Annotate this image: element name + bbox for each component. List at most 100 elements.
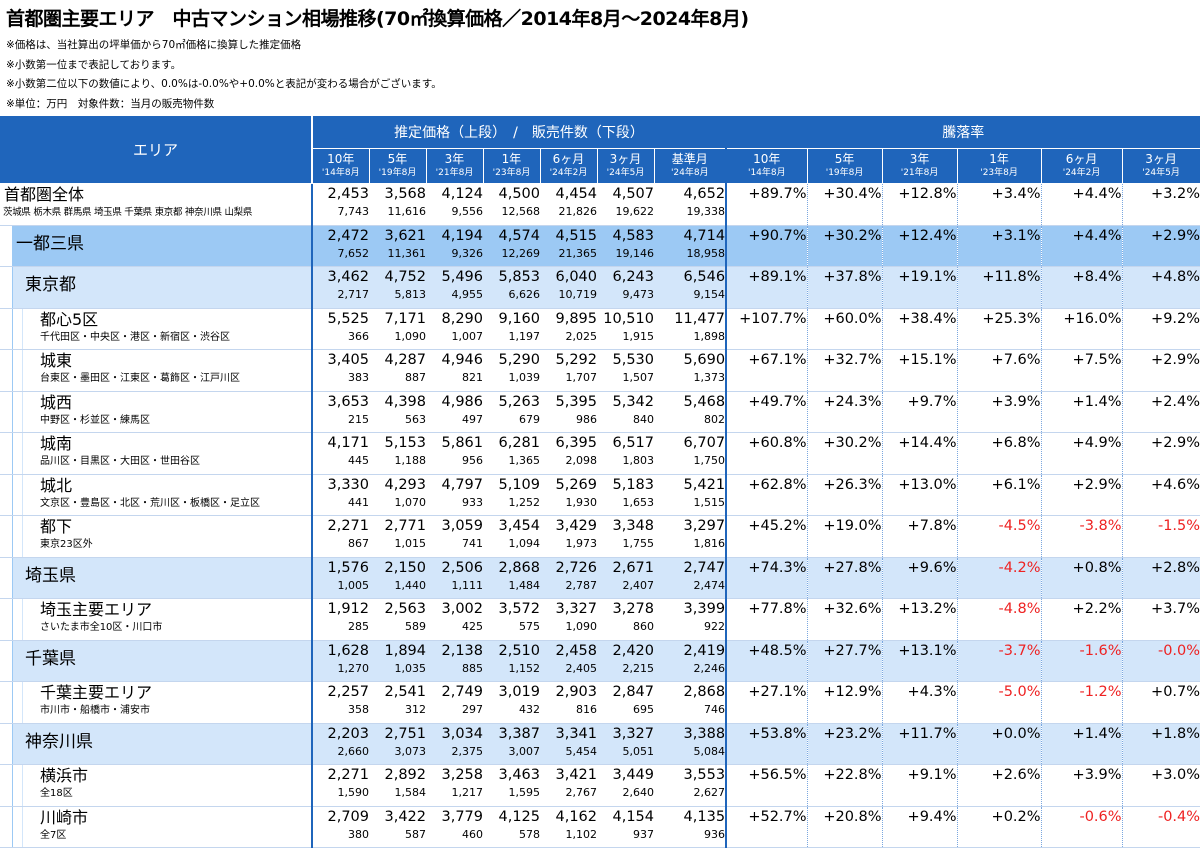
estimated-price: 7,171 bbox=[384, 310, 426, 327]
change-rate-cell: +13.1% bbox=[882, 640, 958, 682]
listing-count: 1,803 bbox=[622, 454, 655, 467]
price-cell: 3,405 383 bbox=[312, 349, 369, 391]
estimated-price: 3,405 bbox=[327, 352, 369, 368]
listing-count: 1,507 bbox=[622, 371, 655, 384]
listing-count: 746 bbox=[704, 703, 726, 716]
listing-count: 2,375 bbox=[451, 744, 484, 758]
estimated-price: 3,421 bbox=[555, 767, 597, 783]
header-col-date: '14年8月 bbox=[747, 168, 786, 178]
price-cell: 5,342 840 bbox=[597, 391, 654, 433]
area-cell: 首都圏全体 茨城県 栃木県 群馬県 埼玉県 千葉県 東京都 神奈川県 山梨県 bbox=[0, 183, 313, 225]
estimated-price: 4,454 bbox=[555, 186, 597, 202]
price-cell: 2,563 589 bbox=[369, 598, 426, 640]
listing-count: 297 bbox=[462, 703, 483, 716]
header-col-label: 基準月 bbox=[671, 152, 708, 166]
price-cell: 2,541 312 bbox=[369, 681, 426, 723]
change-rate-cell: +12.9% bbox=[807, 681, 883, 723]
area-cell: 城西 中野区・杉並区・練馬区 bbox=[0, 391, 313, 433]
area-name: 都下 bbox=[40, 517, 73, 536]
area-name: 横浜市 bbox=[40, 766, 89, 785]
header-col-date: '24年2月 bbox=[549, 168, 588, 178]
change-rate-cell: +19.0% bbox=[807, 515, 883, 557]
header-price-col: 3年 '21年8月 bbox=[426, 148, 484, 184]
estimated-price: 5,421 bbox=[683, 476, 726, 493]
change-rate-cell: +49.7% bbox=[726, 391, 808, 433]
price-cell: 5,269 1,930 bbox=[540, 474, 597, 516]
listing-count: 19,622 bbox=[615, 205, 655, 218]
area-name: 川崎市 bbox=[40, 807, 89, 827]
change-rate-cell: +4.4% bbox=[1041, 225, 1123, 267]
change-rate-cell: -1.5% bbox=[1122, 515, 1200, 557]
change-rate-cell: +32.6% bbox=[807, 598, 883, 640]
estimated-price: 2,671 bbox=[612, 559, 654, 576]
price-cell: 5,530 1,507 bbox=[597, 349, 655, 391]
price-cell: 4,162 1,102 bbox=[540, 806, 597, 848]
price-cell: 5,496 4,955 bbox=[426, 266, 483, 308]
listing-count: 840 bbox=[633, 412, 654, 426]
price-cell: 3,449 2,640 bbox=[597, 764, 654, 806]
change-rate-cell: -1.6% bbox=[1041, 640, 1123, 682]
price-cell: 2,510 1,152 bbox=[483, 640, 540, 682]
area-cell: 千葉県 bbox=[0, 640, 313, 682]
estimated-price: 6,546 bbox=[683, 269, 726, 285]
change-rate-cell: +1.4% bbox=[1041, 391, 1123, 433]
price-cell: 6,395 2,098 bbox=[540, 432, 597, 474]
price-cell: 3,429 1,973 bbox=[540, 515, 597, 557]
price-cell: 4,154 937 bbox=[597, 806, 654, 848]
price-cell: 3,399 922 bbox=[654, 598, 728, 640]
listing-count: 816 bbox=[576, 703, 597, 716]
listing-count: 425 bbox=[462, 620, 483, 633]
table-row: 埼玉主要エリア さいたま市全10区・川口市 1,912 285 2,563 589 3,00… bbox=[0, 598, 1200, 640]
listing-count: 1,653 bbox=[622, 495, 655, 509]
table-row: 埼玉県 1,576 1,005 2,150 1,440 2,506 1,111 2,868 1,… bbox=[0, 557, 1200, 599]
area-subareas: 千代田区・中央区・港区・新宿区・渋谷区 bbox=[40, 331, 230, 343]
header-rate-col: 6ヶ月 '24年2月 bbox=[1041, 148, 1123, 184]
price-cell: 3,568 11,616 bbox=[369, 183, 426, 225]
estimated-price: 1,576 bbox=[327, 559, 369, 576]
price-cell: 4,454 21,826 bbox=[540, 183, 597, 225]
header-rate-col: 1年 '23年8月 bbox=[957, 148, 1042, 184]
listing-count: 1,005 bbox=[337, 578, 370, 592]
change-rate-cell: -1.2% bbox=[1041, 681, 1123, 723]
estimated-price: 4,124 bbox=[441, 186, 483, 202]
price-cell: 3,278 860 bbox=[597, 598, 654, 640]
listing-count: 885 bbox=[462, 661, 483, 675]
price-cell: 5,861 956 bbox=[426, 432, 483, 474]
listing-count: 1,595 bbox=[508, 786, 541, 799]
estimated-price: 2,751 bbox=[384, 725, 426, 742]
listing-count: 2,474 bbox=[693, 578, 726, 592]
listing-count: 936 bbox=[704, 827, 726, 841]
area-name: 都心5区 bbox=[40, 309, 99, 329]
change-rate-cell: +2.6% bbox=[957, 764, 1042, 806]
listing-count: 956 bbox=[462, 454, 483, 467]
price-cell: 3,388 5,084 bbox=[654, 723, 728, 765]
listing-count: 366 bbox=[348, 329, 369, 343]
change-rate-cell: -0.6% bbox=[1041, 806, 1123, 848]
price-cell: 3,341 5,454 bbox=[540, 723, 597, 765]
estimated-price: 4,986 bbox=[441, 393, 483, 410]
price-cell: 5,263 679 bbox=[483, 391, 540, 433]
header-col-date: '23年8月 bbox=[492, 168, 531, 178]
change-rate-cell: +6.1% bbox=[957, 474, 1042, 516]
estimated-price: 4,652 bbox=[683, 186, 726, 202]
price-cell: 4,752 5,813 bbox=[369, 266, 426, 308]
estimated-price: 3,019 bbox=[498, 684, 540, 700]
estimated-price: 5,496 bbox=[441, 269, 483, 285]
change-rate-cell: +52.7% bbox=[726, 806, 808, 848]
listing-count: 497 bbox=[462, 412, 483, 426]
estimated-price: 3,399 bbox=[683, 601, 726, 617]
area-cell: 都心5区千代田区・中央区・港区・新宿区・渋谷区 bbox=[0, 308, 313, 350]
area-subareas: 茨城県 栃木県 群馬県 埼玉県 千葉県 東京都 神奈川県 山梨県 bbox=[3, 207, 253, 218]
change-rate-cell: -0.4% bbox=[1122, 806, 1200, 848]
price-cell: 3,553 2,627 bbox=[654, 764, 728, 806]
price-cell: 3,348 1,755 bbox=[597, 515, 654, 557]
change-rate-cell: +22.8% bbox=[807, 764, 883, 806]
price-cell: 2,751 3,073 bbox=[369, 723, 426, 765]
listing-count: 821 bbox=[462, 371, 483, 384]
change-rate-cell: +60.0% bbox=[807, 308, 883, 350]
estimated-price: 3,462 bbox=[327, 269, 369, 285]
change-rate-cell: +60.8% bbox=[726, 432, 808, 474]
area-name: 一都三県 bbox=[16, 233, 84, 254]
header-col-date: '14年8月 bbox=[321, 168, 360, 178]
area-name: 埼玉主要エリア bbox=[40, 600, 153, 619]
